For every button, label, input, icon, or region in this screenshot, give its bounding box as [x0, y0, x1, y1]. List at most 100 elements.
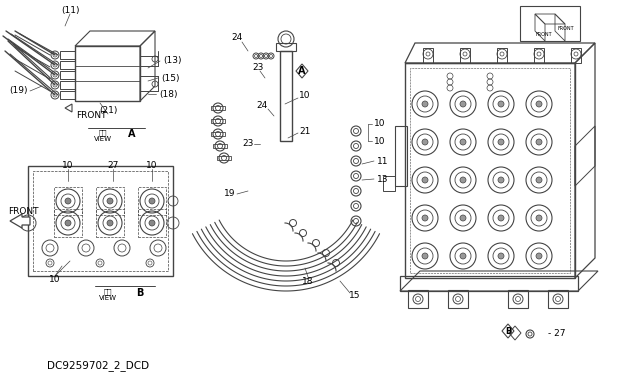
Bar	[211, 119, 225, 123]
Bar	[60, 91, 75, 99]
Text: VIEW: VIEW	[94, 136, 112, 142]
Circle shape	[422, 253, 428, 259]
Bar	[408, 290, 428, 308]
Circle shape	[65, 220, 71, 226]
Circle shape	[498, 215, 504, 221]
Text: FRONT: FRONT	[76, 112, 107, 120]
Bar	[96, 187, 124, 215]
Text: 10: 10	[374, 137, 386, 146]
Circle shape	[536, 177, 542, 183]
Circle shape	[460, 215, 466, 221]
Text: 24: 24	[257, 102, 268, 110]
Text: 10: 10	[146, 161, 157, 171]
Text: 矢視: 矢視	[104, 289, 112, 295]
Bar	[60, 81, 75, 89]
Text: (11): (11)	[61, 7, 79, 15]
Text: 10: 10	[62, 161, 74, 171]
Text: B: B	[505, 327, 511, 335]
Text: 10: 10	[374, 120, 386, 129]
Bar	[96, 209, 124, 237]
Circle shape	[536, 253, 542, 259]
Bar	[383, 176, 395, 191]
Text: (21): (21)	[99, 107, 117, 115]
Bar	[138, 187, 166, 215]
Circle shape	[422, 215, 428, 221]
Bar	[548, 290, 568, 308]
Bar	[395, 126, 407, 186]
Bar	[60, 61, 75, 69]
Polygon shape	[10, 214, 30, 228]
Circle shape	[536, 101, 542, 107]
Text: 15: 15	[349, 291, 361, 300]
Text: - 27: - 27	[548, 330, 565, 339]
Text: 23: 23	[252, 64, 264, 73]
Bar	[54, 209, 82, 237]
Text: FRONT: FRONT	[535, 32, 552, 37]
Bar	[520, 6, 580, 41]
Text: (13): (13)	[162, 56, 181, 66]
Circle shape	[536, 139, 542, 145]
Bar	[60, 71, 75, 79]
Text: DC9259702_2_DCD: DC9259702_2_DCD	[47, 360, 149, 371]
Bar	[460, 48, 470, 63]
Bar	[276, 43, 296, 51]
Circle shape	[149, 198, 155, 204]
Text: FRONT: FRONT	[8, 207, 38, 215]
Bar	[138, 209, 166, 237]
Text: 21: 21	[299, 127, 311, 135]
Circle shape	[536, 215, 542, 221]
Text: 13: 13	[377, 174, 389, 183]
Text: 24: 24	[231, 34, 242, 42]
Circle shape	[107, 198, 113, 204]
Bar	[410, 68, 570, 273]
Bar	[217, 156, 231, 160]
Bar	[28, 166, 173, 276]
Text: A: A	[298, 66, 306, 76]
Circle shape	[422, 177, 428, 183]
Text: 18: 18	[303, 276, 314, 286]
Bar	[75, 46, 140, 101]
Text: 10: 10	[299, 91, 311, 100]
Text: (18): (18)	[159, 90, 177, 98]
Text: VIEW: VIEW	[99, 295, 117, 301]
Bar	[423, 48, 433, 63]
Circle shape	[498, 139, 504, 145]
Circle shape	[149, 220, 155, 226]
Bar	[448, 290, 468, 308]
Bar	[497, 48, 507, 63]
Bar	[571, 48, 581, 63]
Circle shape	[107, 220, 113, 226]
Text: 11: 11	[377, 156, 389, 166]
Text: A: A	[128, 129, 136, 139]
Text: 27: 27	[107, 161, 118, 171]
Bar	[211, 106, 225, 110]
Circle shape	[498, 253, 504, 259]
Circle shape	[460, 253, 466, 259]
Text: (15): (15)	[161, 73, 179, 83]
Bar	[534, 48, 544, 63]
Text: 10: 10	[49, 274, 61, 283]
Text: 23: 23	[242, 139, 254, 149]
Circle shape	[460, 139, 466, 145]
Text: (19): (19)	[9, 86, 27, 95]
Circle shape	[422, 101, 428, 107]
Bar	[33, 171, 168, 271]
Bar	[211, 132, 225, 136]
Bar	[405, 63, 575, 278]
Text: B: B	[136, 288, 144, 298]
Bar	[60, 51, 75, 59]
Circle shape	[498, 101, 504, 107]
Circle shape	[65, 198, 71, 204]
Text: FRONT: FRONT	[558, 25, 575, 30]
Bar	[280, 51, 292, 141]
Bar	[54, 187, 82, 215]
Text: 19: 19	[224, 190, 236, 198]
Circle shape	[422, 139, 428, 145]
Bar	[508, 290, 528, 308]
Circle shape	[460, 177, 466, 183]
Circle shape	[460, 101, 466, 107]
Text: 矢視: 矢視	[99, 130, 107, 136]
Circle shape	[498, 177, 504, 183]
Bar	[400, 276, 578, 291]
Bar	[213, 144, 227, 148]
